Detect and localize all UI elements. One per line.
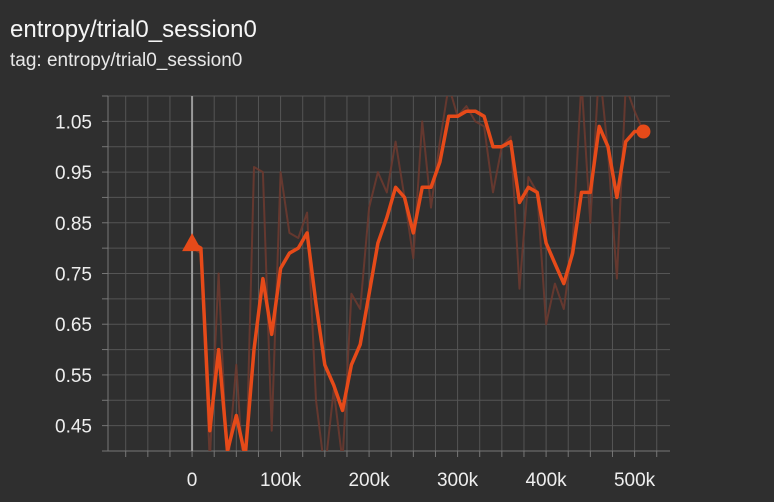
x-tick-label: 0 [187, 470, 198, 491]
y-tick-label: 0.45 [55, 417, 92, 438]
y-tick-label: 0.95 [55, 163, 92, 184]
y-tick-label: 0.55 [55, 366, 92, 387]
tick-labels: 0.45 0.55 0.65 0.75 0.85 0.95 1.05 0 100k 200k 300… [55, 112, 656, 491]
start-triangle-marker [182, 233, 203, 252]
chart-title: entropy/trial0_session0 [10, 16, 257, 43]
chart-tag: tag: entropy/trial0_session0 [10, 50, 243, 71]
x-tick-label: 100k [260, 470, 302, 491]
marker-layer [182, 124, 651, 252]
x-tick-label: 300k [437, 470, 479, 491]
y-tick-label: 0.75 [55, 265, 92, 286]
y-tick-label: 0.65 [55, 315, 92, 336]
x-tick-label: 400k [525, 470, 567, 491]
series-layer [190, 96, 646, 451]
y-tick-label: 0.85 [55, 214, 92, 235]
smoothed-series-line [190, 109, 646, 451]
y-tick-label: 1.05 [55, 112, 92, 133]
end-circle-marker [636, 124, 651, 139]
axes [102, 95, 670, 457]
raw-series-line [191, 96, 645, 451]
x-tick-label: 500k [614, 470, 656, 491]
x-tick-label: 200k [348, 470, 390, 491]
